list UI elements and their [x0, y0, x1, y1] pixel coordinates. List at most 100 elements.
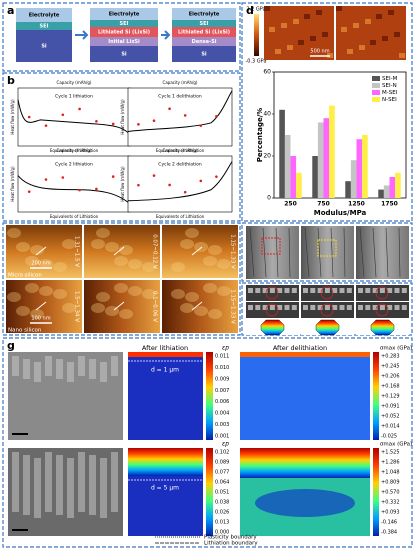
pillar [56, 359, 63, 379]
scale-label: 200 nm [31, 261, 50, 267]
bar [329, 105, 335, 198]
pillar [358, 288, 363, 293]
pillar [387, 288, 393, 293]
speckle [359, 45, 365, 50]
voltage-label: 1.15~1.33 V [230, 289, 236, 324]
pillar [379, 305, 385, 310]
layer [90, 46, 158, 62]
pillar [67, 362, 74, 382]
grain [91, 239, 105, 249]
x-tick-label: 1250 [348, 201, 365, 208]
grain [194, 306, 208, 316]
pillar [284, 305, 290, 310]
highlight [375, 303, 389, 317]
bar [383, 185, 390, 198]
axis-label: Heat flow (mW/g) [10, 166, 15, 202]
sample-label: Nano silicon [8, 328, 42, 334]
pillar [23, 455, 30, 515]
pillar [34, 458, 41, 518]
layer [172, 37, 236, 46]
layer [16, 30, 72, 62]
grain [30, 309, 44, 319]
pillar [324, 288, 330, 293]
axis-label: Equivalents of Lithiation [50, 148, 99, 153]
point [168, 183, 171, 187]
grain [105, 242, 119, 252]
pillar [248, 305, 253, 310]
bar [389, 177, 396, 198]
scale-label: 500 nm [310, 49, 329, 55]
plot-title: Cycle 2 lithiation [55, 162, 93, 168]
afm-image [6, 225, 82, 278]
colorbar-label: 0.089 [215, 460, 229, 466]
grain [16, 306, 30, 316]
bar [279, 109, 285, 198]
speckle [269, 27, 275, 32]
voltage-label: 1.31~1.5 V [74, 236, 80, 267]
colorbar-label: +0.168 [381, 384, 400, 390]
speckle [382, 36, 388, 41]
colorbar-label: -0.025 [381, 434, 397, 440]
grain [7, 228, 21, 238]
speckle [310, 36, 316, 41]
y-tick-label: 20 [263, 153, 271, 160]
highlight [317, 239, 337, 257]
colorbar-label: 0.038 [215, 500, 229, 506]
sim-layer [128, 352, 203, 357]
grain [7, 292, 21, 302]
colorbar-label: -0.384 [381, 530, 397, 536]
highlight [320, 286, 334, 300]
grain [39, 259, 53, 269]
sample-label: Micro silicon [8, 273, 42, 279]
grain [142, 289, 156, 299]
layer-label: Si [121, 52, 127, 58]
colorbar-label: 0.077 [215, 470, 229, 476]
grain [96, 228, 110, 238]
layer [172, 20, 236, 27]
crack [262, 227, 267, 278]
grain [171, 289, 185, 299]
afm-image [6, 280, 82, 333]
legend-label: M-SEI [382, 90, 398, 96]
layer-label: Lithiated Si (LixSi) [98, 30, 150, 36]
pillar [23, 359, 30, 379]
colorbar-label: 0.013 [215, 520, 229, 526]
legend-swatch [372, 83, 380, 88]
colorbar-label: +0.091 [381, 404, 400, 410]
panel-a [2, 2, 241, 72]
colorbar [206, 448, 213, 536]
sem-image [246, 226, 299, 279]
bar [362, 135, 368, 198]
arrow [191, 301, 203, 311]
speckle [365, 19, 371, 24]
bar [290, 156, 297, 198]
speckle [347, 49, 353, 54]
colorbar-label: 0.026 [215, 510, 229, 516]
point [61, 176, 65, 179]
speckle [336, 6, 342, 11]
curve [127, 161, 233, 202]
bar [323, 118, 330, 198]
layer [172, 8, 236, 20]
colorbar-label: 0.011 [215, 354, 229, 360]
grain [119, 245, 133, 255]
afm-image [84, 280, 160, 333]
pillar [317, 288, 323, 293]
crack [330, 227, 334, 278]
grain [128, 259, 142, 269]
grain [142, 262, 156, 272]
speckle [322, 32, 328, 37]
layer-label: Electrolyte [109, 12, 140, 18]
point [95, 119, 98, 123]
grain [62, 303, 76, 313]
pillar [310, 305, 316, 310]
panel-d [241, 2, 413, 222]
bar [356, 139, 363, 198]
pillar [269, 305, 275, 310]
legend-label: SEI-N [382, 83, 397, 89]
crack [275, 227, 279, 278]
grain [25, 256, 39, 266]
point [78, 107, 81, 111]
legend-label: SEI-M [382, 76, 398, 82]
